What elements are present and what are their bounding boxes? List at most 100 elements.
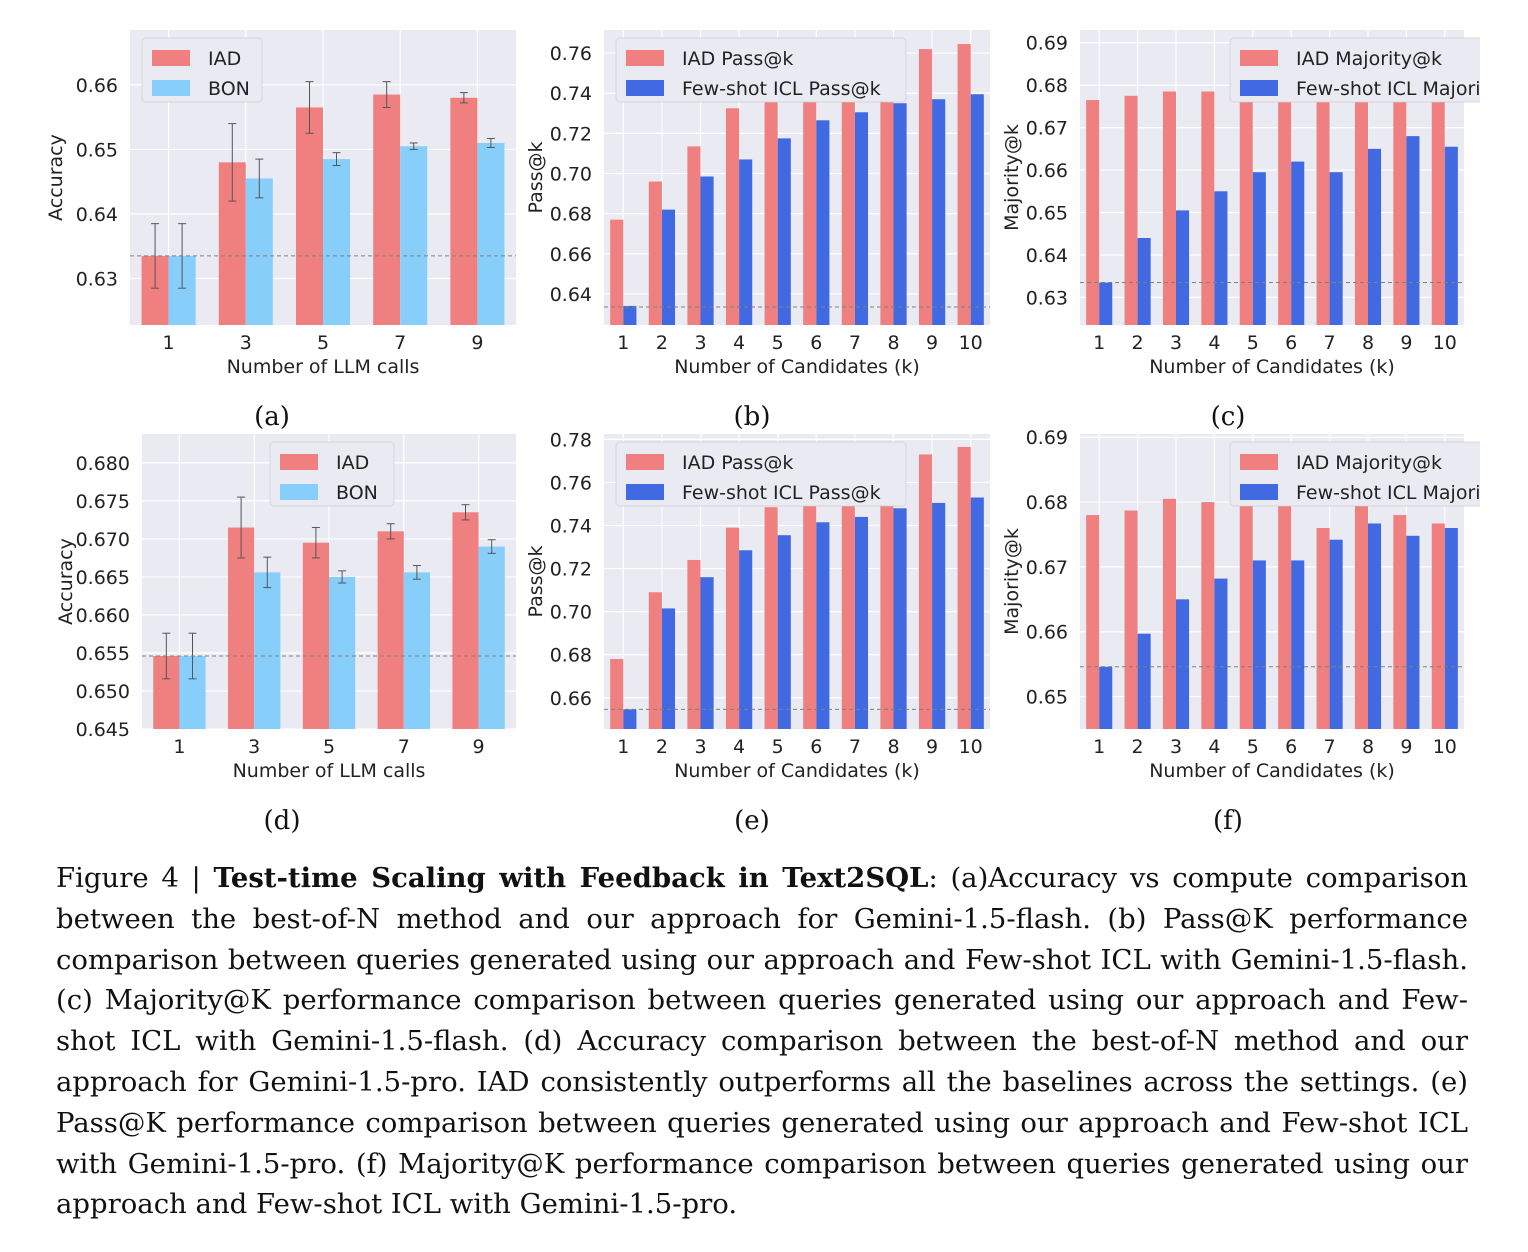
legend-label: IAD <box>208 48 241 70</box>
chart-panel-b: 0.64 0.66 0.68 0.70 0.72 0.74 0.76 1 2 3 4 5 6 7 8 9 10 N… <box>500 20 1004 440</box>
y-tick-label: 0.76 <box>550 472 592 494</box>
x-tick-label: 2 <box>1132 736 1144 758</box>
y-tick-label: 0.65 <box>1026 687 1068 709</box>
legend-frame <box>615 441 907 507</box>
x-tick-label: 8 <box>887 736 899 758</box>
error-bar <box>332 152 341 167</box>
bar-e-s1-2 <box>661 608 676 729</box>
error-bar <box>386 523 395 540</box>
error-bar <box>409 142 418 150</box>
bar-d-s0-5 <box>302 542 329 729</box>
legend-swatch <box>1240 454 1278 470</box>
x-tick-label: 3 <box>1170 736 1182 758</box>
bar-a-s0-9 <box>450 97 478 325</box>
y-tick-label: 0.70 <box>550 163 592 185</box>
y-axis-label: Accuracy <box>45 134 67 221</box>
bar-f-s0-7 <box>1316 528 1330 729</box>
bar-b-s0-2 <box>648 181 662 325</box>
y-tick-label: 0.74 <box>550 516 592 538</box>
legend-swatch <box>626 50 664 66</box>
bar-b-s1-6 <box>816 120 830 325</box>
legend-label: IAD Pass@k <box>682 48 793 70</box>
x-tick-label: 5 <box>772 736 784 758</box>
bar-f-s0-8 <box>1354 496 1368 729</box>
legend-label: Few-shot ICL Pass@k <box>682 482 881 504</box>
x-tick-label: 4 <box>733 736 745 758</box>
y-tick-label: 0.650 <box>76 681 130 703</box>
bar-b-s1-1 <box>623 305 637 325</box>
x-axis-label: Number of Candidates (k) <box>1149 356 1395 378</box>
y-axis-label: Pass@k <box>525 545 547 617</box>
chart-panel-c: 0.63 0.64 0.65 0.66 0.67 0.68 0.69 1 2 3 4 5 6 7 8 9 10 N… <box>976 20 1480 440</box>
x-tick-label: 9 <box>473 736 485 758</box>
x-tick-label: 10 <box>959 332 983 354</box>
chart-panel-e: 0.66 0.68 0.70 0.72 0.74 0.76 0.78 1 2 3 4 5 6 7 8 9 10 N… <box>500 424 1004 844</box>
legend-swatch <box>1240 50 1278 66</box>
bar-a-s0-7 <box>373 94 401 325</box>
y-tick-label: 0.655 <box>76 643 130 665</box>
y-tick-label: 0.68 <box>1026 492 1068 514</box>
x-axis-label: Number of Candidates (k) <box>1149 760 1395 782</box>
y-tick-label: 0.66 <box>550 688 592 710</box>
legend-swatch <box>626 454 664 470</box>
x-tick-label: 7 <box>849 332 861 354</box>
legend-frame <box>1229 441 1480 507</box>
panel-label-e: (e) <box>734 806 770 836</box>
error-bar <box>311 527 320 559</box>
bar-f-s1-9 <box>1406 535 1420 729</box>
y-tick-label: 0.70 <box>550 602 592 624</box>
bar-f-s1-8 <box>1368 523 1382 729</box>
bar-e-s1-7 <box>854 516 869 729</box>
bar-e-s0-10 <box>957 446 971 729</box>
x-tick-label: 1 <box>173 736 185 758</box>
bar-e-s1-6 <box>816 522 830 729</box>
legend: IAD BON <box>141 37 263 103</box>
bar-e-s0-2 <box>648 592 662 729</box>
bar-f-s1-5 <box>1252 560 1266 729</box>
y-tick-label: 0.64 <box>76 204 118 226</box>
y-tick-label: 0.68 <box>550 204 592 226</box>
y-tick-label: 0.65 <box>1026 203 1068 225</box>
y-tick-label: 0.72 <box>550 123 592 145</box>
legend-swatch <box>626 484 664 500</box>
bar-b-s0-4 <box>725 108 740 325</box>
error-bar <box>338 570 347 584</box>
x-axis-label: Number of LLM calls <box>227 356 420 378</box>
bar-a-s0-5 <box>295 107 323 326</box>
y-tick-label: 0.69 <box>1026 427 1068 449</box>
figure-4-charts: 0.63 0.64 0.65 0.66 1 3 5 7 9 Number of LLM calls… <box>45 20 1480 844</box>
bar-d-s1-5 <box>329 576 356 729</box>
bar-e-s0-6 <box>803 491 817 729</box>
bar-b-s0-8 <box>880 58 894 325</box>
y-tick-label: 0.63 <box>1026 287 1068 309</box>
y-tick-label: 0.74 <box>550 83 592 105</box>
bar-c-s0-5 <box>1239 87 1253 325</box>
legend-label: Few-shot ICL Majority@k <box>1296 482 1480 504</box>
bar-c-s1-7 <box>1329 172 1343 325</box>
bar-f-s0-2 <box>1124 510 1138 729</box>
chart-b-svg: 0.64 0.66 0.68 0.70 0.72 0.74 0.76 1 2 3 4 5 6 7 8 9 10 N… <box>525 30 990 378</box>
bar-f-s0-6 <box>1278 502 1292 729</box>
bar-e-s1-3 <box>700 577 714 729</box>
bar-b-s0-9 <box>918 49 933 325</box>
x-tick-label: 5 <box>317 332 329 354</box>
error-bar <box>228 123 237 202</box>
chart-e-svg: 0.66 0.68 0.70 0.72 0.74 0.76 0.78 1 2 3 4 5 6 7 8 9 10 N… <box>525 429 990 782</box>
y-tick-label: 0.680 <box>76 453 130 475</box>
y-tick-label: 0.660 <box>76 605 130 627</box>
legend-swatch <box>1240 80 1278 96</box>
bar-e-s1-10 <box>970 497 984 729</box>
legend-label: IAD Pass@k <box>682 452 793 474</box>
y-tick-label: 0.64 <box>1026 245 1068 267</box>
bar-c-s0-4 <box>1201 91 1215 326</box>
legend-frame <box>615 37 907 103</box>
y-tick-label: 0.66 <box>76 75 118 97</box>
x-tick-label: 3 <box>248 736 260 758</box>
x-tick-label: 6 <box>810 736 822 758</box>
x-tick-label: 6 <box>810 332 822 354</box>
panel-label-b: (b) <box>733 402 771 432</box>
panel-label-f: (f) <box>1213 806 1243 836</box>
error-bar <box>151 223 160 289</box>
x-tick-label: 5 <box>1247 332 1259 354</box>
y-tick-label: 0.68 <box>1026 75 1068 97</box>
